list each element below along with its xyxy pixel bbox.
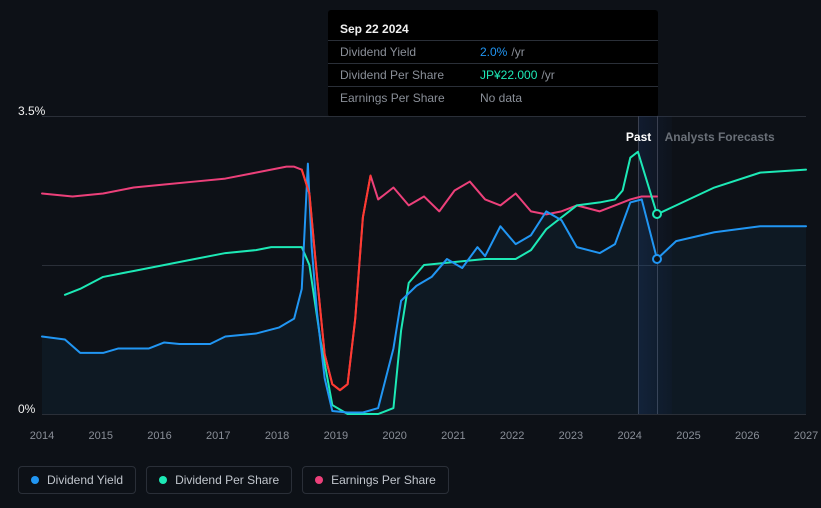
legend-label: Dividend Per Share bbox=[175, 473, 279, 487]
chart-lines bbox=[42, 116, 806, 414]
tooltip-metric-label: Earnings Per Share bbox=[340, 91, 480, 105]
legend-dot-icon bbox=[159, 476, 167, 484]
tooltip-metric-label: Dividend Per Share bbox=[340, 68, 480, 82]
legend-item[interactable]: Dividend Per Share bbox=[146, 466, 292, 494]
x-tick: 2019 bbox=[324, 430, 348, 442]
tooltip-row: Dividend Per ShareJP¥22.000/yr bbox=[328, 64, 658, 87]
x-tick: 2021 bbox=[441, 430, 465, 442]
x-tick: 2017 bbox=[206, 430, 230, 442]
series-marker bbox=[652, 254, 662, 264]
legend-label: Earnings Per Share bbox=[331, 473, 436, 487]
x-tick: 2025 bbox=[676, 430, 700, 442]
x-axis: 2014201520162017201820192020202120222023… bbox=[42, 430, 806, 450]
tooltip-metric-value: JP¥22.000 bbox=[480, 68, 537, 82]
series-marker bbox=[652, 209, 662, 219]
x-tick: 2015 bbox=[89, 430, 113, 442]
tooltip-metric-label: Dividend Yield bbox=[340, 45, 480, 59]
past-label: Past bbox=[626, 130, 651, 144]
legend-dot-icon bbox=[31, 476, 39, 484]
gridline bbox=[42, 414, 806, 415]
tooltip-metric-unit: /yr bbox=[511, 45, 524, 59]
tooltip-date: Sep 22 2024 bbox=[328, 18, 658, 41]
x-tick: 2018 bbox=[265, 430, 289, 442]
tooltip-metric-value: 2.0% bbox=[480, 45, 507, 59]
y-axis-min: 0% bbox=[18, 402, 35, 416]
legend-dot-icon bbox=[315, 476, 323, 484]
tooltip-metric-value: No data bbox=[480, 91, 522, 105]
tooltip-metric-unit: /yr bbox=[541, 68, 554, 82]
tooltip-row: Earnings Per ShareNo data bbox=[328, 87, 658, 109]
x-tick: 2014 bbox=[30, 430, 54, 442]
chart-area: 3.5% 0% bbox=[18, 108, 806, 428]
legend-item[interactable]: Earnings Per Share bbox=[302, 466, 449, 494]
plot-area[interactable] bbox=[42, 116, 806, 414]
x-tick: 2022 bbox=[500, 430, 524, 442]
x-tick: 2020 bbox=[382, 430, 406, 442]
tooltip-row: Dividend Yield2.0% /yr bbox=[328, 41, 658, 64]
legend-item[interactable]: Dividend Yield bbox=[18, 466, 136, 494]
forecast-label: Analysts Forecasts bbox=[665, 130, 775, 144]
x-tick: 2024 bbox=[617, 430, 641, 442]
x-tick: 2026 bbox=[735, 430, 759, 442]
time-period-labels: Past Analysts Forecasts bbox=[626, 130, 775, 144]
legend: Dividend Yield Dividend Per Share Earnings… bbox=[18, 466, 449, 494]
tooltip-panel: Sep 22 2024 Dividend Yield2.0%/yrDividen… bbox=[328, 10, 658, 117]
x-tick: 2023 bbox=[559, 430, 583, 442]
legend-label: Dividend Yield bbox=[47, 473, 123, 487]
x-tick: 2027 bbox=[794, 430, 818, 442]
x-tick: 2016 bbox=[147, 430, 171, 442]
